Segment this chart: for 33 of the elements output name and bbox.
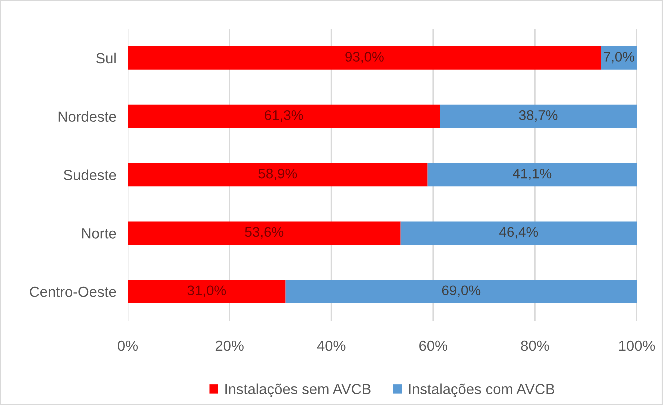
y-tick-label: Nordeste [58,111,116,122]
y-tick-label: Sul [96,52,116,64]
x-tick-label: 80% [521,340,550,352]
bar [128,46,602,70]
bar [128,163,428,187]
x-tick-label: 40% [317,340,346,352]
bar [128,280,286,304]
y-tick-label: Norte [82,228,116,239]
bar [128,222,401,246]
bar [128,104,440,128]
data-label: 53,6% [245,227,284,239]
bar [428,163,637,187]
data-label: 38,7% [519,110,558,122]
data-label: 31,0% [188,286,226,298]
data-label: 46,4% [500,227,538,239]
x-tick-label: 100% [619,340,656,352]
legend-label: Instalações com AVCB [409,384,555,398]
y-tick-label: Sudeste [64,170,116,180]
bar [601,46,637,70]
x-tick-label: 0% [118,340,138,352]
x-tick-label: 20% [216,340,244,352]
y-tick-label: Centro-Oeste [30,286,116,298]
data-label: 58,9% [258,168,298,180]
data-label: 41,1% [513,168,552,180]
bar [286,280,637,304]
data-label: 61,3% [265,110,304,122]
bar [400,222,637,246]
data-label: 7,0% [604,52,635,64]
data-label: 69,0% [442,286,481,298]
bar [440,104,637,128]
data-label: 93,0% [346,52,384,64]
x-tick-label: 60% [420,340,448,352]
legend-label: Instalações sem AVCB [226,384,371,398]
